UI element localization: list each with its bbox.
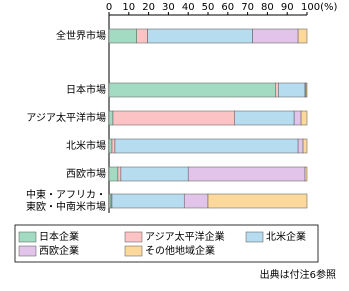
source-note: 出典は付注6参照: [260, 268, 336, 281]
bar-segment: [120, 166, 189, 182]
x-tick-label: 80: [261, 2, 274, 13]
bar-segment: [108, 138, 113, 154]
x-tick-label: 30: [162, 2, 175, 13]
bar-segment: [108, 110, 114, 126]
bar-segment: [304, 166, 308, 182]
bar-segment: [183, 193, 209, 209]
bar-segment: [108, 193, 112, 209]
bar-segment: [147, 28, 253, 44]
category-label: 全世界市場: [56, 29, 106, 42]
legend-label: アジア太平洋企業: [145, 230, 225, 243]
category-label: 日本市場: [66, 83, 106, 96]
category-label: 中東・アフリカ・東欧・中南米市場: [26, 188, 106, 213]
bar-segment: [111, 193, 185, 209]
x-tick-label: 10: [122, 2, 135, 13]
legend-swatch: [18, 231, 37, 243]
x-tick-label: 70: [241, 2, 254, 13]
x-tick-label: 60: [221, 2, 234, 13]
x-tick-label: 90: [281, 2, 294, 13]
bar-segment: [252, 28, 299, 44]
legend-swatch: [245, 231, 264, 243]
category-label: 北米市場: [66, 139, 106, 152]
legend-label: 西欧企業: [39, 244, 79, 257]
legend-box: [14, 224, 319, 263]
bar-segment: [114, 138, 299, 154]
legend-swatch: [18, 245, 37, 257]
legend-label: 日本企業: [39, 230, 79, 243]
legend-label: その他地域企業: [145, 244, 215, 257]
bar-segment: [207, 193, 308, 209]
bar-segment: [136, 28, 148, 44]
bar-segment: [117, 166, 122, 182]
bar-segment: [108, 28, 137, 44]
x-tick-label: 0: [106, 2, 112, 13]
x-tick-label: 100(%): [301, 2, 337, 13]
bar-segment: [297, 138, 304, 154]
bar-segment: [278, 82, 306, 98]
bar-segment: [300, 110, 308, 126]
x-tick-label: 50: [202, 2, 215, 13]
legend-label: 北米企業: [266, 230, 306, 243]
category-label: 西欧市場: [66, 167, 106, 180]
bar-segment: [275, 82, 279, 98]
bar-segment: [302, 138, 308, 154]
bar-segment: [293, 110, 302, 126]
x-tick-label: 20: [142, 2, 155, 13]
legend-swatch: [124, 245, 143, 257]
bar-segment: [108, 166, 119, 182]
x-tick-label: 40: [182, 2, 195, 13]
bar-segment: [305, 82, 308, 98]
category-label: アジア太平洋市場: [26, 111, 106, 124]
bar-segment: [187, 166, 306, 182]
bar-segment: [112, 110, 235, 126]
bar-segment: [297, 28, 308, 44]
legend-swatch: [124, 231, 143, 243]
bar-segment: [111, 138, 116, 154]
bar-segment: [234, 110, 295, 126]
bar-segment: [108, 82, 276, 98]
